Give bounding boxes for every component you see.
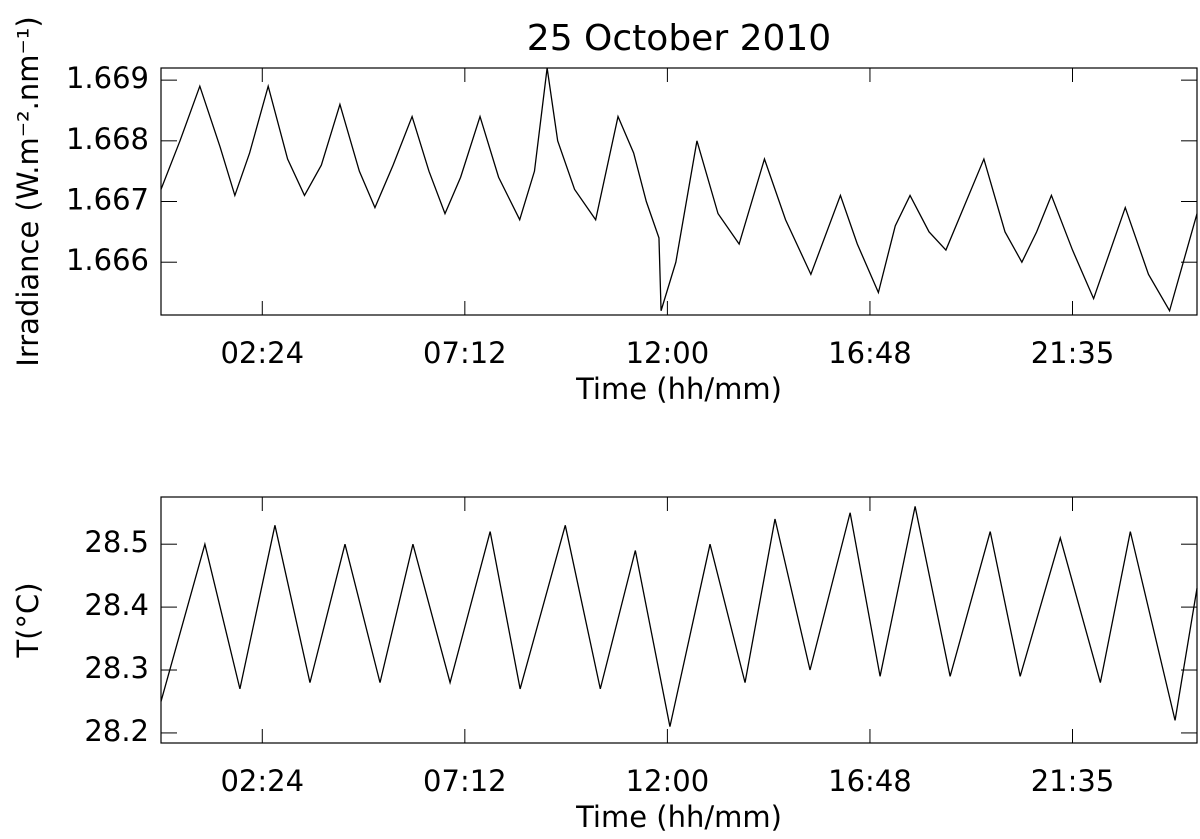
y-tick-label: 28.2 <box>84 714 149 748</box>
plot-frame <box>160 496 1198 744</box>
y-tick-label: 28.3 <box>84 651 149 685</box>
y-tick-label: 1.669 <box>66 61 149 95</box>
y-tick-label: 28.5 <box>84 525 149 559</box>
x-tick-label: 16:48 <box>828 764 912 798</box>
y-axis-label: T(°C) <box>11 582 45 658</box>
data-line <box>160 67 1198 313</box>
x-tick-label: 07:12 <box>423 764 507 798</box>
chart-title: 25 October 2010 <box>527 18 831 59</box>
x-tick-label: 12:00 <box>626 336 710 370</box>
plot-frame <box>160 67 1198 316</box>
x-tick-label: 21:35 <box>1031 764 1115 798</box>
x-tick-label: 02:24 <box>220 336 304 370</box>
x-tick-label: 16:48 <box>828 336 912 370</box>
y-tick-label: 1.666 <box>66 243 149 277</box>
y-tick-label: 28.4 <box>84 588 149 622</box>
x-axis-label: Time (hh/mm) <box>575 800 782 834</box>
x-tick-label: 12:00 <box>626 764 710 798</box>
y-tick-label: 1.668 <box>66 122 149 156</box>
data-line <box>160 506 1198 727</box>
x-axis-label: Time (hh/mm) <box>575 372 782 406</box>
y-axis-label: Irradiance (W.m⁻².nm⁻¹) <box>11 16 45 366</box>
x-tick-label: 07:12 <box>423 336 507 370</box>
x-tick-label: 21:35 <box>1031 336 1115 370</box>
x-tick-label: 02:24 <box>220 764 304 798</box>
y-tick-label: 1.667 <box>66 183 149 217</box>
